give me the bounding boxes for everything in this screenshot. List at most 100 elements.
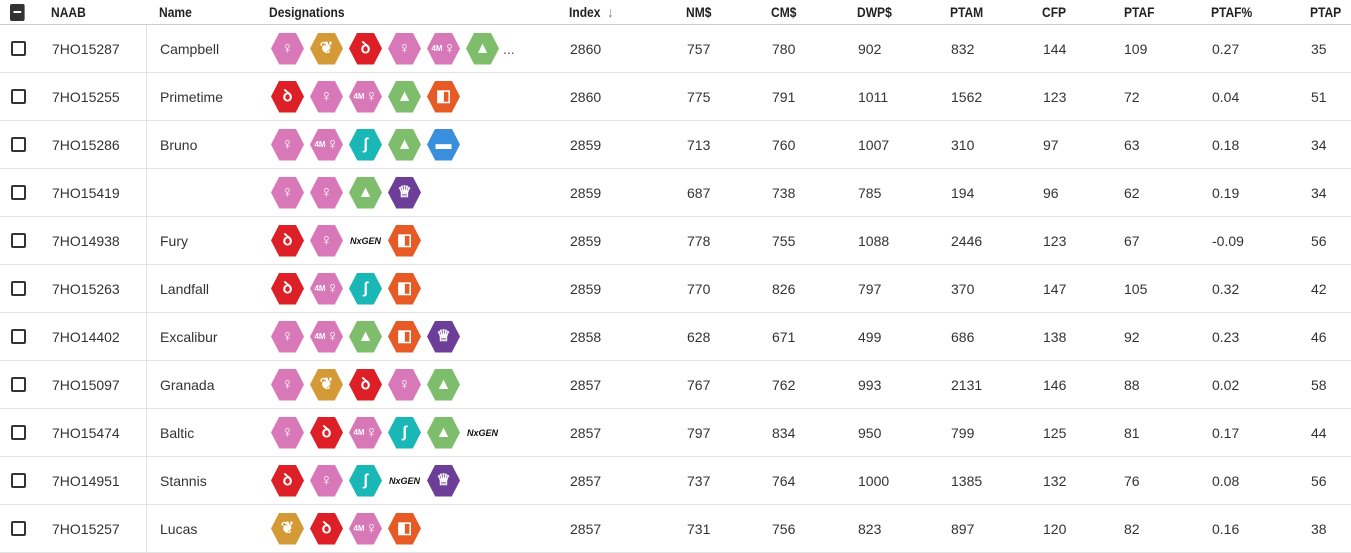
cell-dwp: 1000 xyxy=(858,472,890,489)
feet-icon[interactable]: ▬ xyxy=(427,128,460,161)
female-fertility-icon[interactable]: ♀ xyxy=(271,368,304,401)
column-header-designations[interactable]: Designations xyxy=(269,4,345,20)
rumen-icon[interactable]: ꝺ xyxy=(349,32,382,65)
4m-icon[interactable]: 4M ♀ xyxy=(349,512,382,545)
column-header-nm[interactable]: NM$ xyxy=(686,4,712,20)
rumen-icon[interactable]: ꝺ xyxy=(310,416,343,449)
cow-icon[interactable]: ▲ xyxy=(349,320,382,353)
4m-icon[interactable]: 4M ♀ xyxy=(427,32,460,65)
female-fertility-icon[interactable]: ♀ xyxy=(271,32,304,65)
female-icon[interactable]: ♀ xyxy=(388,368,421,401)
trophy-icon[interactable]: ♕ xyxy=(427,320,460,353)
row-checkbox[interactable] xyxy=(11,25,26,72)
ngen-icon[interactable]: NxGEN xyxy=(388,475,420,486)
corn-icon[interactable]: ❦ xyxy=(271,512,304,545)
cell-dwp: 1011 xyxy=(858,88,889,105)
female-icon[interactable]: ♀ xyxy=(271,128,304,161)
cow-icon[interactable]: ▲ xyxy=(349,176,382,209)
column-header-naab[interactable]: NAAB xyxy=(51,4,86,20)
cow-icon[interactable]: ▲ xyxy=(427,368,460,401)
genomic-icon[interactable]: ʃ xyxy=(349,128,382,161)
row-checkbox[interactable] xyxy=(11,409,26,456)
cell-ptap: 46 xyxy=(1311,328,1327,345)
female-fertility-icon[interactable]: ♀ xyxy=(271,320,304,353)
ngen-icon[interactable]: NxGEN xyxy=(349,235,381,246)
column-header-name[interactable]: Name xyxy=(159,4,192,20)
cell-nm: 770 xyxy=(687,280,711,297)
table-row[interactable]: 7HO14938 Fury 2859 778 755 1088 2446 123 67 -0.09… xyxy=(0,217,1351,265)
column-header-ptap[interactable]: PTAP xyxy=(1310,4,1342,20)
column-header-cm[interactable]: CM$ xyxy=(771,4,797,20)
arrow-down-icon[interactable]: ↓ xyxy=(607,4,614,20)
table-row[interactable]: 7HO14402 Excalibur 2858 628 671 499 686 138 92 0.… xyxy=(0,313,1351,361)
row-checkbox[interactable] xyxy=(11,313,26,360)
row-checkbox[interactable] xyxy=(11,457,26,504)
a2-icon[interactable]: ◧ xyxy=(388,224,421,257)
column-header-ptaf[interactable]: PTAF xyxy=(1124,4,1155,20)
cow-icon[interactable]: ▲ xyxy=(427,416,460,449)
trophy-icon[interactable]: ♕ xyxy=(427,464,460,497)
rumen-icon[interactable]: ꝺ xyxy=(271,272,304,305)
corn-icon[interactable]: ❦ xyxy=(310,368,343,401)
4m-icon[interactable]: 4M ♀ xyxy=(349,80,382,113)
row-checkbox[interactable] xyxy=(11,121,26,168)
checkbox-icon xyxy=(11,185,26,200)
row-checkbox[interactable] xyxy=(11,265,26,312)
more-designations-ellipsis[interactable]: ... xyxy=(503,40,515,57)
cell-name: Granada xyxy=(160,376,215,393)
table-row[interactable]: 7HO14951 Stannis 2857 737 764 1000 1385 132 76 0.… xyxy=(0,457,1351,505)
genomic-icon[interactable]: ʃ xyxy=(349,272,382,305)
cow-icon[interactable]: ▲ xyxy=(388,128,421,161)
rumen-icon[interactable]: ꝺ xyxy=(310,512,343,545)
female-icon[interactable]: ♀ xyxy=(310,464,343,497)
female-fertility-icon[interactable]: ♀ xyxy=(271,176,304,209)
cow-icon[interactable]: ▲ xyxy=(466,32,499,65)
rumen-icon[interactable]: ꝺ xyxy=(271,80,304,113)
select-all-checkbox[interactable] xyxy=(10,0,25,24)
row-checkbox[interactable] xyxy=(11,73,26,120)
table-row[interactable]: 7HO15419 2859 687 738 785 194 96 62 0.19 34 ♀ ♀ ▲ ♕ xyxy=(0,169,1351,217)
column-header-index[interactable]: Index ↓ xyxy=(569,0,613,24)
row-checkbox[interactable] xyxy=(11,361,26,408)
table-row[interactable]: 7HO15287 Campbell 2860 757 780 902 832 144 109 0.… xyxy=(0,25,1351,73)
checkbox-icon xyxy=(11,41,26,56)
female-icon[interactable]: ♀ xyxy=(388,32,421,65)
ngen-icon[interactable]: NxGEN xyxy=(466,427,498,438)
table-row[interactable]: 7HO15474 Baltic 2857 797 834 950 799 125 81 0.17 4… xyxy=(0,409,1351,457)
female-icon[interactable]: ♀ xyxy=(310,224,343,257)
a2-icon[interactable]: ◧ xyxy=(388,512,421,545)
4m-icon[interactable]: 4M ♀ xyxy=(349,416,382,449)
corn-icon[interactable]: ❦ xyxy=(310,32,343,65)
cell-cm: 755 xyxy=(772,232,796,249)
trophy-icon[interactable]: ♕ xyxy=(388,176,421,209)
cell-cfp: 146 xyxy=(1043,376,1067,393)
column-header-cfp[interactable]: CFP xyxy=(1042,4,1067,20)
a2-icon[interactable]: ◧ xyxy=(388,272,421,305)
table-row[interactable]: 7HO15257 Lucas 2857 731 756 823 897 120 82 0.16 38… xyxy=(0,505,1351,553)
4m-icon[interactable]: 4M ♀ xyxy=(310,320,343,353)
female-icon[interactable]: ♀ xyxy=(310,176,343,209)
genomic-icon[interactable]: ʃ xyxy=(349,464,382,497)
female-fertility-icon[interactable]: ♀ xyxy=(271,416,304,449)
female-icon[interactable]: ♀ xyxy=(310,80,343,113)
4m-icon[interactable]: 4M ♀ xyxy=(310,128,343,161)
4m-icon[interactable]: 4M ♀ xyxy=(310,272,343,305)
rumen-icon[interactable]: ꝺ xyxy=(271,224,304,257)
checkbox-icon xyxy=(11,377,26,392)
table-row[interactable]: 7HO15263 Landfall 2859 770 826 797 370 147 105 0.… xyxy=(0,265,1351,313)
column-header-ptafp[interactable]: PTAF% xyxy=(1211,4,1253,20)
row-checkbox[interactable] xyxy=(11,505,26,552)
table-row[interactable]: 7HO15255 Primetime 2860 775 791 1011 1562 123 72… xyxy=(0,73,1351,121)
genomic-icon[interactable]: ʃ xyxy=(388,416,421,449)
table-row[interactable]: 7HO15097 Granada 2857 767 762 993 2131 146 88 0.0… xyxy=(0,361,1351,409)
table-row[interactable]: 7HO15286 Bruno 2859 713 760 1007 310 97 63 0.18 34… xyxy=(0,121,1351,169)
a2-icon[interactable]: ◧ xyxy=(427,80,460,113)
row-checkbox[interactable] xyxy=(11,169,26,216)
rumen-icon[interactable]: ꝺ xyxy=(271,464,304,497)
cow-icon[interactable]: ▲ xyxy=(388,80,421,113)
rumen-icon[interactable]: ꝺ xyxy=(349,368,382,401)
row-checkbox[interactable] xyxy=(11,217,26,264)
column-header-dwp[interactable]: DWP$ xyxy=(857,4,892,20)
column-header-ptam[interactable]: PTAM xyxy=(950,4,984,20)
a2-icon[interactable]: ◧ xyxy=(388,320,421,353)
